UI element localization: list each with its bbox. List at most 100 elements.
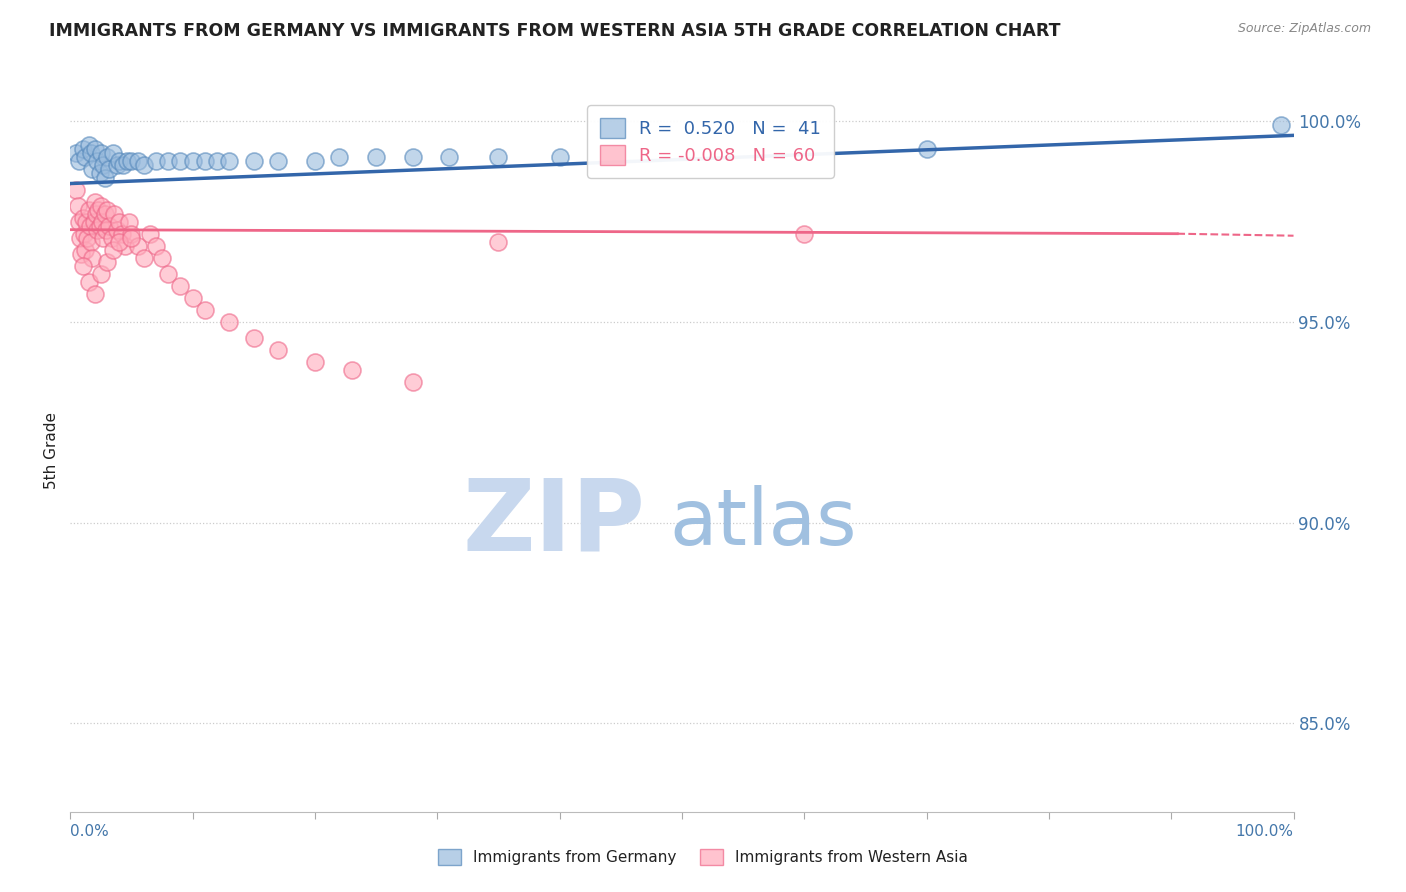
Point	[267, 154, 290, 169]
Point	[101, 146, 124, 161]
Point	[89, 219, 111, 233]
Point	[114, 239, 136, 253]
Point	[96, 151, 118, 165]
Text: 0.0%: 0.0%	[70, 824, 110, 838]
Point	[79, 219, 101, 233]
Point	[181, 154, 204, 169]
Legend: R =  0.520   N =  41, R = -0.008   N = 60: R = 0.520 N = 41, R = -0.008 N = 60	[586, 105, 834, 178]
Point	[72, 259, 94, 273]
Point	[87, 202, 110, 217]
Text: 100.0%: 100.0%	[1236, 824, 1294, 838]
Point	[65, 146, 87, 161]
Point	[108, 215, 131, 229]
Point	[402, 151, 425, 165]
Point	[243, 154, 266, 169]
Point	[108, 235, 131, 249]
Point	[89, 167, 111, 181]
Point	[205, 154, 228, 169]
Point	[145, 154, 167, 169]
Point	[96, 202, 118, 217]
Point	[548, 151, 571, 165]
Point	[80, 235, 103, 249]
Point	[77, 275, 100, 289]
Point	[65, 183, 87, 197]
Point	[93, 207, 115, 221]
Point	[111, 159, 134, 173]
Point	[118, 215, 141, 229]
Point	[121, 231, 143, 245]
Point	[108, 154, 131, 169]
Point	[169, 154, 191, 169]
Point	[105, 159, 128, 173]
Point	[77, 202, 100, 217]
Point	[91, 215, 114, 229]
Point	[366, 151, 388, 165]
Point	[105, 223, 128, 237]
Point	[340, 363, 363, 377]
Point	[72, 211, 94, 225]
Legend: Immigrants from Germany, Immigrants from Western Asia: Immigrants from Germany, Immigrants from…	[432, 843, 974, 871]
Point	[98, 219, 121, 233]
Point	[90, 199, 112, 213]
Point	[402, 376, 425, 390]
Point	[132, 251, 155, 265]
Point	[218, 315, 240, 329]
Point	[150, 251, 173, 265]
Point	[103, 207, 125, 221]
Point	[94, 223, 117, 237]
Point	[101, 243, 124, 257]
Point	[84, 207, 107, 221]
Point	[127, 239, 149, 253]
Text: atlas: atlas	[669, 484, 858, 561]
Point	[90, 267, 112, 281]
Point	[439, 151, 461, 165]
Point	[76, 231, 98, 245]
Point	[98, 162, 121, 177]
Point	[73, 151, 96, 165]
Point	[304, 355, 326, 369]
Point	[80, 146, 103, 161]
Point	[145, 239, 167, 253]
Point	[91, 231, 114, 245]
Point	[70, 247, 93, 261]
Point	[66, 199, 89, 213]
Point	[86, 154, 108, 169]
Text: IMMIGRANTS FROM GERMANY VS IMMIGRANTS FROM WESTERN ASIA 5TH GRADE CORRELATION CH: IMMIGRANTS FROM GERMANY VS IMMIGRANTS FR…	[49, 22, 1060, 40]
Point	[243, 331, 266, 345]
Point	[267, 343, 290, 358]
Text: ZIP: ZIP	[463, 475, 645, 571]
Point	[67, 154, 90, 169]
Point	[91, 159, 114, 173]
Text: Source: ZipAtlas.com: Source: ZipAtlas.com	[1237, 22, 1371, 36]
Point	[93, 170, 115, 185]
Point	[82, 162, 104, 177]
Point	[121, 154, 143, 169]
Point	[127, 154, 149, 169]
Point	[915, 143, 938, 157]
Point	[793, 227, 815, 241]
Point	[67, 215, 90, 229]
Point	[139, 227, 162, 241]
Point	[86, 223, 108, 237]
Point	[1270, 119, 1292, 133]
Point	[101, 231, 124, 245]
Y-axis label: 5th Grade: 5th Grade	[44, 412, 59, 489]
Point	[132, 159, 155, 173]
Point	[157, 267, 180, 281]
Point	[194, 303, 217, 318]
Point	[83, 143, 105, 157]
Point	[83, 194, 105, 209]
Point	[75, 215, 97, 229]
Point	[90, 146, 112, 161]
Point	[218, 154, 240, 169]
Point	[194, 154, 217, 169]
Point	[169, 279, 191, 293]
Point	[157, 154, 180, 169]
Point	[72, 143, 94, 157]
Point	[96, 255, 118, 269]
Point	[83, 287, 105, 301]
Point	[111, 227, 134, 241]
Point	[73, 243, 96, 257]
Point	[488, 235, 510, 249]
Point	[77, 138, 100, 153]
